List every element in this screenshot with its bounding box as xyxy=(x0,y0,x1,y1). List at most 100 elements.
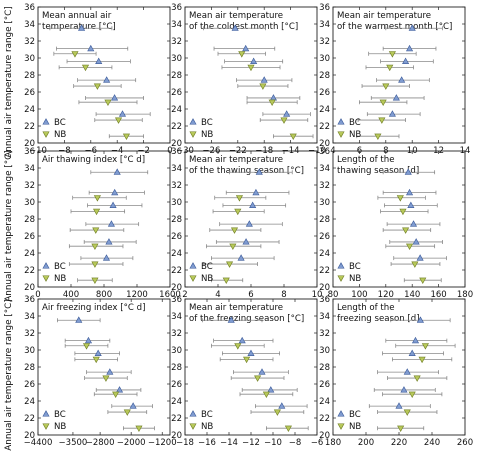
y-tick-label: 26 xyxy=(319,88,330,98)
nb-point xyxy=(402,227,410,234)
nb-point xyxy=(135,425,143,433)
nb-point xyxy=(388,51,396,58)
y-tick-label: 24 xyxy=(171,397,182,407)
bc-point xyxy=(111,94,119,101)
y-tick-label: 28 xyxy=(24,363,35,373)
series-nb xyxy=(202,195,267,285)
x-tick-label: 140 xyxy=(404,290,420,300)
legend-nb-label: NB xyxy=(54,422,66,432)
y-tick-label: 26 xyxy=(24,380,35,390)
bc-point xyxy=(115,386,124,393)
legend: BC NB xyxy=(189,410,213,432)
bc-point xyxy=(252,188,260,196)
panel-title-line: of the coldest month [°C] xyxy=(189,22,298,32)
legend-nb-label: NB xyxy=(201,422,213,432)
y-tick-label: 34 xyxy=(319,20,330,30)
y-tick-label: 36 xyxy=(24,147,35,157)
x-tick-label: 400 xyxy=(63,290,79,300)
nb-point xyxy=(379,99,387,107)
nb-point xyxy=(234,343,242,350)
y-axis-labels: Annual air temperature range [°C] Annual… xyxy=(4,6,14,451)
legend-nb-label: NB xyxy=(201,130,213,140)
nb-point xyxy=(386,64,394,72)
y-tick-label: 22 xyxy=(24,266,35,276)
bc-point xyxy=(395,402,403,409)
bc-point xyxy=(84,336,93,344)
nb-point xyxy=(102,375,110,382)
nb-point xyxy=(229,243,237,251)
panel-1: −10−8−6−4−20202224262830323436Mean annua… xyxy=(24,3,173,156)
panel-frame xyxy=(37,298,171,436)
bc-point xyxy=(237,254,245,261)
bc-point xyxy=(416,316,425,323)
legend-nb-marker xyxy=(42,131,50,138)
bc-point xyxy=(267,386,275,393)
bc-point xyxy=(106,368,114,375)
legend-nb-label: NB xyxy=(54,274,66,284)
bc-point xyxy=(245,220,253,227)
series-bc xyxy=(202,316,308,409)
nb-point xyxy=(382,83,390,90)
bc-point xyxy=(407,201,415,208)
y-tick-label: 32 xyxy=(171,329,182,339)
series-nb xyxy=(210,343,309,433)
y-ticks: 20 22 24 26 28 30 32 34 36 xyxy=(24,147,170,293)
series-bc xyxy=(382,168,447,261)
bc-point xyxy=(247,349,255,356)
bc-point xyxy=(388,110,396,117)
y-tick-label: 32 xyxy=(319,37,330,47)
y-tick-label: 32 xyxy=(24,329,35,339)
y-tick-label: 20 xyxy=(24,431,35,441)
y-tick-label: 36 xyxy=(171,147,182,157)
y-tick-label: 36 xyxy=(171,295,182,305)
bc-point xyxy=(416,254,424,261)
x-tick-label: −3500 xyxy=(59,438,88,448)
x-tick-label: 180 xyxy=(325,438,341,448)
y-tick-label: 28 xyxy=(319,215,330,225)
y-tick-label: 28 xyxy=(319,363,330,373)
panel-title-line: temperature [°C] xyxy=(42,22,116,32)
x-tick-label: −6 xyxy=(311,438,324,448)
nb-point xyxy=(93,83,101,90)
y-tick-label: 22 xyxy=(171,266,182,276)
legend-nb-label: NB xyxy=(349,274,361,284)
panel-6: 80 100 120 140 160 180 20 22 24 26 28 30 32 34 36 Lengt… xyxy=(319,147,473,300)
panel-title-line: Mean air temperature xyxy=(337,11,431,21)
nb-point xyxy=(421,343,429,350)
nb-point xyxy=(280,117,288,124)
nb-point xyxy=(104,99,112,107)
y-tick-label: 34 xyxy=(24,164,35,174)
x-tick-label: −18 xyxy=(176,438,194,448)
y-tick-label: 36 xyxy=(319,295,330,305)
x-tick-label: 220 xyxy=(391,438,407,448)
y-tick-label: 30 xyxy=(171,54,182,64)
x-tick-label: 260 xyxy=(457,438,473,448)
legend-bc-label: BC xyxy=(54,118,66,128)
y-axis-label-row-3: Annual air temperature range [°C] xyxy=(4,299,14,451)
panel-title: Air thawing index [°C d] xyxy=(42,155,145,165)
bc-point xyxy=(260,76,268,83)
y-tick-label: 30 xyxy=(24,54,35,64)
panel-title-line: freezing season [d] xyxy=(337,314,420,324)
bc-point xyxy=(118,110,127,117)
bc-point xyxy=(249,201,257,208)
y-tick-label: 36 xyxy=(319,147,330,157)
panel-9: 180 200 220 240 260 20 22 24 26 28 30 32 34 36 Length … xyxy=(319,295,473,448)
y-tick-label: 30 xyxy=(171,198,182,208)
bc-point xyxy=(109,201,117,208)
y-tick-label: 26 xyxy=(24,88,35,98)
legend-bc-marker xyxy=(189,410,197,417)
y-tick-label: 34 xyxy=(171,312,182,322)
panel-title-line: Air thawing index [°C d] xyxy=(42,155,145,165)
y-tick-label: 32 xyxy=(319,181,330,191)
x-tick-label: −2800 xyxy=(86,438,115,448)
y-tick-label: 20 xyxy=(319,139,330,149)
nb-point xyxy=(259,83,267,90)
nb-point xyxy=(378,117,386,124)
x-tick-label: −8 xyxy=(289,438,302,448)
bc-point xyxy=(102,254,111,261)
y-ticks: 20 22 24 26 28 30 32 34 36 xyxy=(171,3,317,149)
